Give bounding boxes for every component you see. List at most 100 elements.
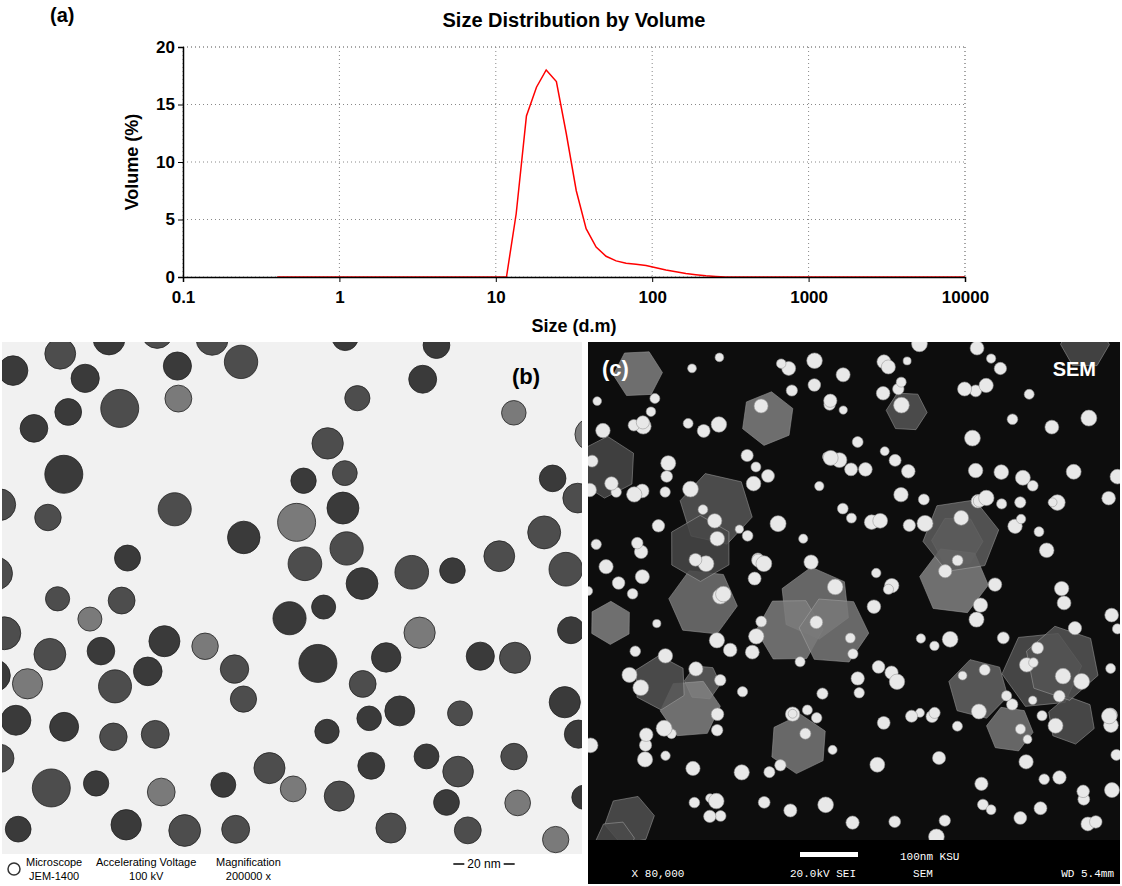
particle bbox=[528, 516, 561, 549]
tick: 20 bbox=[156, 38, 183, 57]
particle bbox=[1037, 711, 1047, 721]
particle bbox=[1081, 410, 1097, 426]
particle bbox=[756, 556, 772, 572]
particle bbox=[1045, 420, 1059, 434]
particle bbox=[1016, 514, 1025, 523]
particle bbox=[656, 720, 672, 736]
particle bbox=[715, 811, 726, 822]
particle bbox=[345, 386, 370, 411]
particle bbox=[711, 417, 726, 432]
particle bbox=[12, 669, 42, 699]
particle bbox=[997, 499, 1007, 509]
particle bbox=[639, 728, 653, 742]
sem-image bbox=[588, 342, 1120, 884]
particle bbox=[315, 719, 339, 743]
particle bbox=[823, 450, 838, 465]
frame-top bbox=[183, 47, 965, 48]
particle bbox=[815, 481, 824, 490]
particle bbox=[147, 778, 175, 806]
particle bbox=[896, 377, 906, 387]
particle bbox=[299, 644, 337, 682]
particle bbox=[605, 477, 618, 490]
particle bbox=[845, 463, 858, 476]
particle bbox=[745, 645, 759, 659]
particle bbox=[802, 705, 812, 715]
particle bbox=[1112, 624, 1120, 634]
particle bbox=[979, 664, 990, 675]
particle bbox=[45, 587, 69, 611]
info-text: 20.0kV SEI bbox=[790, 868, 856, 880]
particle bbox=[1111, 749, 1120, 760]
particle bbox=[273, 602, 306, 635]
particle bbox=[902, 465, 916, 479]
particle bbox=[808, 379, 821, 392]
particle bbox=[827, 579, 843, 595]
tick-label: 5 bbox=[166, 210, 175, 229]
particle bbox=[1015, 724, 1025, 734]
particle bbox=[742, 530, 753, 541]
particle bbox=[1048, 718, 1063, 733]
tick-mark bbox=[178, 277, 183, 278]
particle bbox=[1053, 690, 1065, 702]
particle bbox=[358, 752, 385, 779]
info-bar: MicroscopeJEM-1400Accelerating Voltage10… bbox=[2, 854, 582, 884]
particle bbox=[711, 708, 724, 721]
particle bbox=[371, 643, 400, 672]
figure: 0.111010010001000005101520Size Distribut… bbox=[0, 0, 1122, 886]
plate bbox=[923, 500, 999, 571]
particle bbox=[683, 481, 699, 497]
x-axis: 0.1110100100010000 bbox=[172, 277, 989, 307]
particle bbox=[686, 761, 700, 775]
particle bbox=[716, 586, 732, 602]
particle bbox=[859, 463, 873, 477]
particle bbox=[55, 399, 82, 426]
info-value: 200000 x bbox=[226, 870, 272, 882]
particle bbox=[101, 389, 139, 427]
particle bbox=[711, 724, 722, 735]
particle bbox=[78, 607, 102, 631]
particle bbox=[2, 744, 14, 772]
particle bbox=[2, 659, 10, 691]
particle bbox=[715, 674, 726, 685]
info-bar-background bbox=[588, 840, 1120, 884]
particle bbox=[50, 712, 79, 741]
x-axis-line bbox=[184, 278, 966, 283]
particle bbox=[142, 342, 173, 348]
particle bbox=[746, 476, 761, 491]
particle bbox=[484, 541, 515, 572]
particle bbox=[254, 753, 285, 784]
plate bbox=[592, 601, 630, 644]
particle bbox=[762, 469, 775, 482]
particle bbox=[756, 616, 767, 627]
info-value: 100 kV bbox=[129, 870, 164, 882]
scale-bar-label: 100nm KSU bbox=[900, 851, 959, 863]
particle bbox=[1090, 816, 1103, 829]
particle bbox=[986, 805, 996, 815]
particle bbox=[854, 688, 864, 698]
scale-bar bbox=[800, 852, 858, 857]
particle bbox=[653, 619, 661, 627]
particle bbox=[852, 437, 863, 448]
panel-a: 0.111010010001000005101520Size Distribut… bbox=[50, 4, 989, 336]
particle bbox=[5, 816, 31, 842]
particle bbox=[906, 710, 918, 722]
particle bbox=[169, 815, 201, 847]
plate bbox=[1026, 626, 1098, 700]
particle bbox=[2, 489, 16, 521]
scale-bar-label: 20 nm bbox=[467, 857, 500, 871]
particle bbox=[880, 447, 889, 456]
particle bbox=[330, 532, 363, 565]
tem-background bbox=[2, 342, 582, 884]
particle bbox=[889, 816, 901, 828]
particle bbox=[1032, 642, 1044, 654]
particle bbox=[737, 687, 747, 697]
y-axis: 05101520 bbox=[156, 38, 183, 287]
particle bbox=[786, 385, 797, 396]
plate bbox=[669, 571, 738, 634]
particle bbox=[324, 781, 354, 811]
particle bbox=[549, 552, 582, 586]
particle bbox=[785, 707, 799, 721]
grid-line-y bbox=[183, 219, 965, 220]
tick-mark bbox=[178, 105, 183, 106]
particle bbox=[851, 672, 864, 685]
